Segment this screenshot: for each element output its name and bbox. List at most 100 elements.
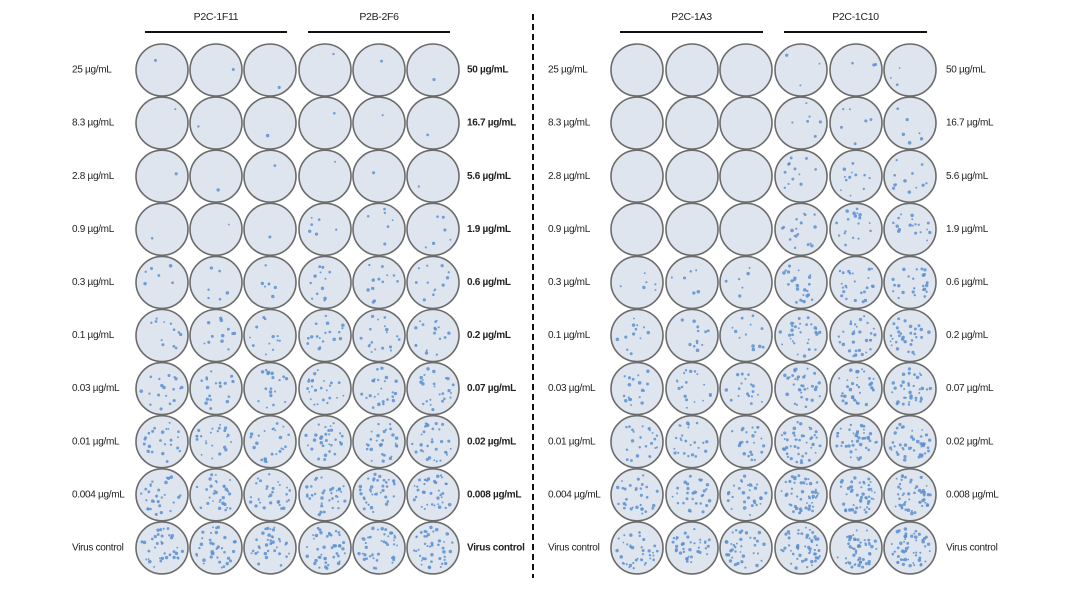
plaque — [451, 383, 455, 387]
plaque — [746, 392, 750, 396]
plaque — [631, 323, 636, 327]
plaque — [310, 485, 313, 488]
plaque — [797, 269, 800, 272]
plaque — [849, 322, 853, 326]
plaque — [165, 476, 169, 480]
plaque — [224, 487, 229, 492]
plaque — [740, 428, 744, 432]
plaque — [922, 273, 926, 277]
plaque — [172, 555, 176, 560]
plaque — [806, 293, 811, 297]
plaque — [422, 402, 425, 406]
plaque — [634, 327, 638, 331]
plaque — [420, 559, 423, 562]
plaque — [393, 539, 395, 542]
plaque — [266, 371, 270, 376]
plaque — [740, 372, 744, 376]
well — [665, 361, 719, 416]
well — [135, 255, 189, 310]
well — [243, 308, 297, 363]
plaque — [804, 477, 808, 481]
plaque — [370, 459, 373, 462]
plaque — [307, 379, 311, 383]
well — [189, 308, 243, 363]
plaque — [761, 345, 765, 349]
plaque — [265, 406, 268, 409]
well — [135, 202, 189, 257]
plaque — [365, 447, 369, 451]
plaque — [852, 547, 856, 551]
plaque — [419, 449, 423, 452]
plaque — [627, 382, 632, 387]
plaque — [630, 439, 635, 443]
plaque — [702, 399, 705, 402]
plaque — [438, 428, 441, 431]
plaque — [201, 537, 204, 540]
plaque — [626, 348, 629, 351]
plaque — [906, 541, 910, 545]
plaque — [260, 370, 265, 374]
plaque — [783, 546, 787, 550]
plaque — [690, 555, 693, 559]
plaque — [800, 490, 805, 494]
plaque — [320, 286, 325, 291]
plaque — [211, 457, 214, 460]
plaque — [334, 160, 337, 163]
plaque — [692, 291, 696, 295]
plaque — [917, 223, 920, 226]
row-label: 0.2 µg/mL — [467, 330, 511, 341]
plaque — [891, 552, 895, 556]
plaque — [628, 425, 631, 428]
plaque — [915, 186, 918, 189]
plaque — [652, 558, 655, 562]
plaque — [751, 390, 755, 393]
plaque — [897, 216, 900, 220]
plaque — [264, 387, 268, 391]
plaque — [644, 510, 648, 513]
plaque — [868, 376, 871, 380]
plaque — [441, 392, 445, 395]
plaque — [263, 285, 266, 288]
plaque — [908, 563, 912, 568]
plaque — [926, 221, 930, 225]
plaque — [423, 542, 427, 546]
plaque — [635, 505, 639, 510]
plaque — [426, 545, 429, 548]
plaque — [154, 512, 158, 516]
plaque — [146, 508, 150, 511]
plaque — [330, 492, 333, 495]
plaque — [158, 504, 162, 508]
plaque — [919, 442, 923, 446]
plaque — [343, 552, 346, 555]
plaque — [195, 485, 199, 489]
plaque — [841, 441, 845, 444]
plaque — [868, 507, 871, 511]
plaque — [155, 317, 158, 320]
plaque — [232, 331, 237, 335]
plaque — [893, 173, 897, 177]
plaque — [875, 440, 878, 444]
plaque — [912, 551, 915, 554]
plaque — [849, 194, 852, 197]
plaque — [368, 394, 372, 398]
plaque — [790, 492, 793, 495]
plaque — [640, 401, 644, 405]
plaque — [799, 481, 803, 485]
plaque — [913, 373, 916, 376]
plaque — [782, 271, 786, 275]
plaque — [687, 454, 690, 458]
plaque — [271, 540, 275, 544]
plaque — [893, 183, 897, 187]
plaque — [814, 168, 818, 171]
well — [719, 43, 773, 97]
plaque — [851, 440, 854, 443]
plaque — [739, 551, 742, 553]
plaque — [647, 426, 651, 431]
plaque — [440, 562, 444, 566]
plaque — [742, 506, 747, 510]
plaque — [914, 535, 918, 539]
plaque — [157, 393, 161, 397]
plaque — [262, 506, 266, 510]
plaque — [818, 120, 822, 124]
plaque — [361, 552, 364, 555]
